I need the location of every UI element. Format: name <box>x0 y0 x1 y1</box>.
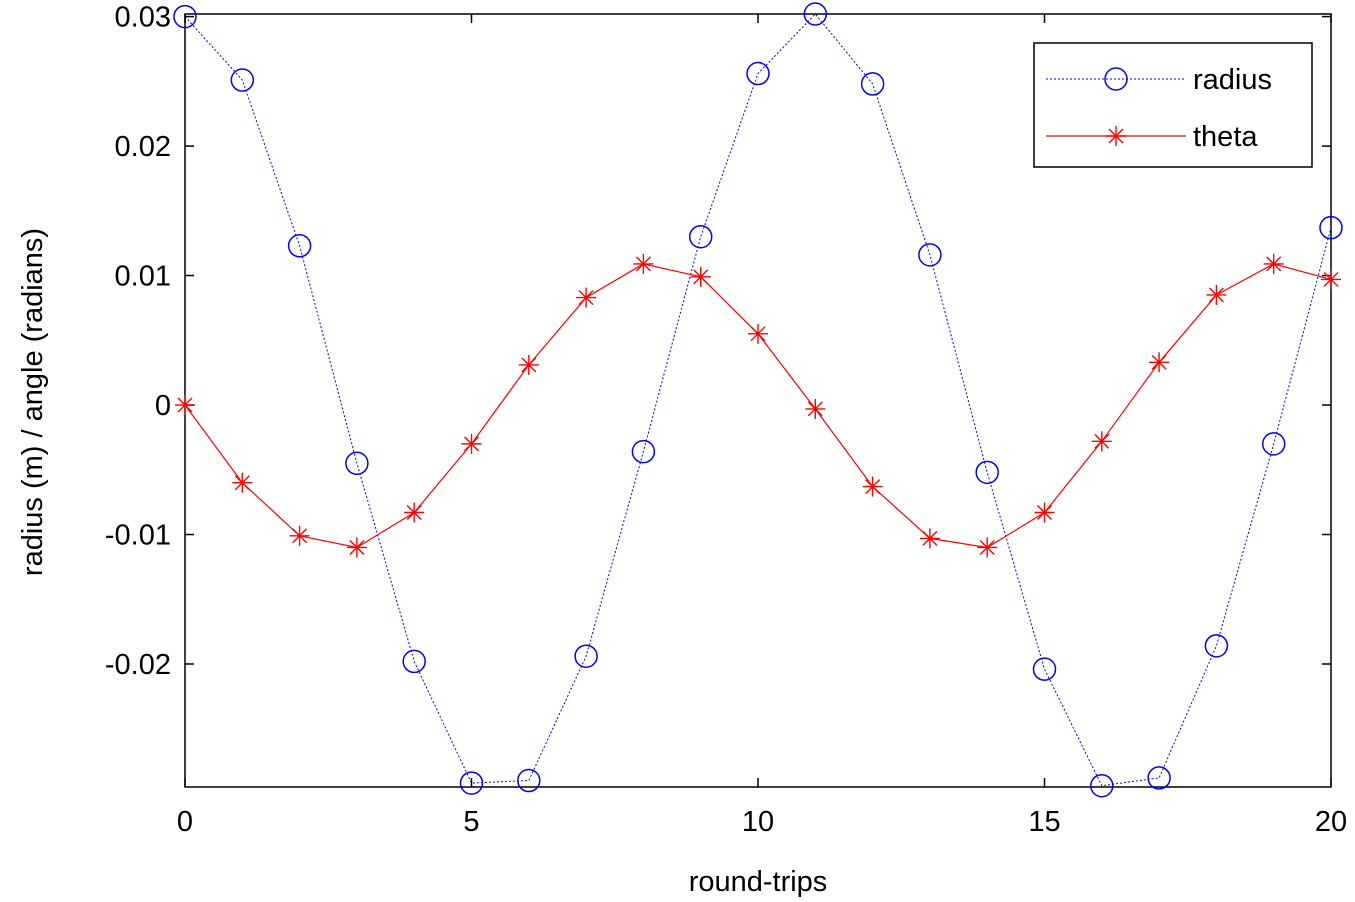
marker-stroke <box>292 528 308 544</box>
marker-stroke <box>1151 354 1167 370</box>
data-point-theta <box>748 323 768 344</box>
marker-stroke <box>1094 433 1110 449</box>
marker-stroke <box>635 256 651 272</box>
data-point-radius <box>287 234 312 258</box>
data-point-theta <box>1206 284 1227 305</box>
marker-stroke <box>1323 271 1339 287</box>
data-point-theta <box>633 253 654 274</box>
y-axis-label: radius (m) / angle (radians) <box>17 228 49 576</box>
data-point-theta <box>1091 431 1112 452</box>
data-point-theta <box>1034 502 1055 523</box>
data-point-theta <box>518 354 539 375</box>
data-point-theta <box>1263 253 1284 274</box>
x-tick-label: 15 <box>1028 806 1060 838</box>
marker-stroke <box>349 539 365 555</box>
marker-stroke <box>1266 256 1282 272</box>
data-point-radius <box>1032 657 1057 681</box>
data-point-theta <box>805 398 826 419</box>
data-point-theta <box>862 476 883 497</box>
data-point-radius <box>746 61 770 86</box>
marker-stroke <box>807 401 823 417</box>
data-point-radius <box>402 649 426 674</box>
data-point-radius <box>173 4 197 29</box>
data-point-radius <box>688 224 713 249</box>
series-layer <box>173 2 1343 798</box>
y-tick-label: 0.01 <box>115 261 171 293</box>
data-point-radius <box>975 460 999 485</box>
data-point-theta <box>977 537 998 558</box>
data-point-radius <box>803 2 828 26</box>
data-point-radius <box>459 771 484 795</box>
legend-box <box>1033 42 1313 168</box>
data-point-theta <box>404 502 425 523</box>
data-point-radius <box>345 451 369 476</box>
x-tick-label: 0 <box>177 806 193 838</box>
y-tick-label: -0.01 <box>105 520 171 552</box>
data-point-radius <box>1261 432 1286 456</box>
marker-stroke <box>979 539 995 555</box>
legend-marker-theta <box>1106 126 1126 146</box>
legend: radius theta <box>1033 42 1313 168</box>
data-point-radius <box>1319 215 1343 240</box>
data-point-theta <box>346 537 367 558</box>
marker-stroke <box>1037 505 1052 520</box>
data-point-theta <box>690 266 711 287</box>
data-point-theta <box>1321 269 1341 290</box>
series-line-radius <box>184 13 1332 787</box>
data-point-radius <box>631 439 656 464</box>
legend-star-shape <box>1106 126 1126 146</box>
y-tick-label: -0.02 <box>105 649 171 681</box>
y-tick-label: 0.02 <box>115 131 171 163</box>
marker-stroke <box>750 326 766 342</box>
marker-stroke <box>865 479 881 495</box>
marker-stroke <box>464 436 479 452</box>
marker-stroke <box>234 475 250 491</box>
marker-stroke <box>578 290 594 306</box>
data-point-theta <box>232 472 253 493</box>
data-point-theta <box>461 433 482 454</box>
marker-stroke <box>521 357 537 373</box>
data-point-theta <box>576 287 597 308</box>
marker-stroke <box>406 505 422 520</box>
legend-marker-radius <box>1104 67 1128 91</box>
y-axis-ticks: 0.03 0.02 0.01 0 -0.01 -0.02 <box>105 2 1331 681</box>
data-point-radius <box>1147 766 1171 790</box>
data-point-theta <box>1149 352 1170 373</box>
data-point-radius <box>517 768 541 793</box>
x-tick-label: 20 <box>1315 806 1347 838</box>
y-tick-label: 0.03 <box>115 2 171 34</box>
data-point-theta <box>175 395 195 416</box>
marker-stroke <box>177 397 193 413</box>
x-tick-label: 5 <box>463 806 479 838</box>
x-axis-label: round-trips <box>689 866 828 898</box>
marker-stroke <box>693 269 709 285</box>
x-axis-ticks: 0 5 10 15 20 <box>177 14 1347 838</box>
legend-label-radius: radius <box>1193 64 1272 96</box>
marker-stroke <box>922 530 938 546</box>
marker-stroke <box>1208 287 1224 303</box>
x-tick-label: 10 <box>742 806 774 838</box>
data-point-theta <box>919 528 940 549</box>
data-point-radius <box>1204 634 1229 658</box>
data-point-radius <box>574 644 598 668</box>
y-tick-label: 0 <box>155 390 171 422</box>
data-point-radius <box>860 72 885 96</box>
marker-stroke <box>1108 128 1124 144</box>
data-point-radius <box>918 243 942 267</box>
legend-label-theta: theta <box>1193 121 1258 153</box>
data-point-radius <box>230 68 255 92</box>
data-point-radius <box>1090 773 1114 798</box>
data-point-theta <box>289 525 310 546</box>
